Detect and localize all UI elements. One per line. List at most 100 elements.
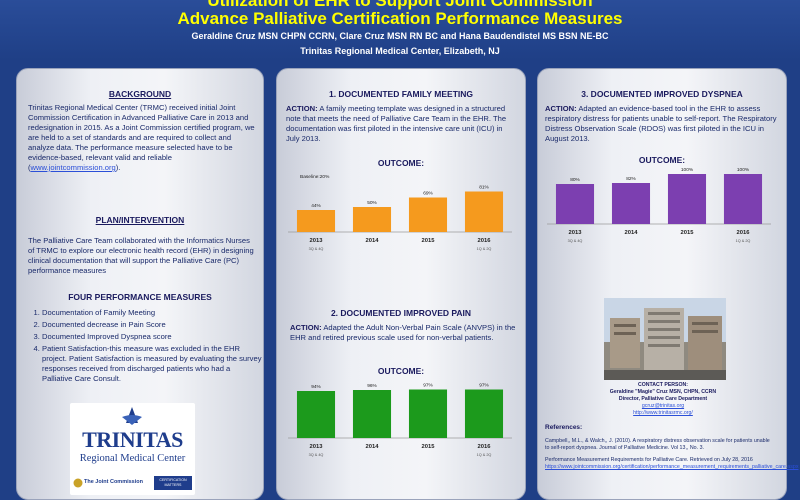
bar-data-label: 97% [479, 383, 489, 389]
measures-title: FOUR PERFORMANCE MEASURES [68, 292, 212, 302]
category-tick-label: 2013 [569, 230, 583, 236]
family-action-label: ACTION: [286, 104, 318, 113]
chart-bar [723, 174, 763, 224]
bar-data-label: 97% [423, 383, 433, 389]
bar-data-label: 82% [626, 176, 636, 182]
trinitas-logo: TRINITAS Regional Medical Center The Joi… [70, 403, 195, 495]
cert-line1: CERTIFICATION [159, 478, 187, 482]
bar-data-label: 100% [737, 167, 750, 173]
reference-1: Campbell,, M.L., & Walch,, J. (2010). A … [545, 438, 770, 451]
poster-title-line1: Utilization of EHR to Support Joint Comm… [207, 0, 593, 10]
category-tick-label: 2016 [478, 238, 492, 244]
dyspnea-title: 3. DOCUMENTED IMPROVED DYSPNEA [581, 89, 743, 99]
family-meeting-title: 1. DOCUMENTED FAMILY MEETING [328, 89, 474, 99]
poster-title-line2: Advance Palliative Certification Perform… [177, 9, 623, 28]
category-sublabel: 3Q & 4Q [568, 239, 583, 243]
pain-action-text: Adapted the Adult Non-Verbal Pain Scale … [290, 323, 516, 342]
joint-commission-icon [73, 478, 83, 488]
references-title: References: [545, 424, 583, 431]
category-tick-label: 2013 [310, 444, 324, 450]
background-text: Trinitas Regional Medical Center (TRMC) … [28, 103, 256, 173]
bar-data-label: 94% [311, 384, 321, 390]
dyspnea-action: ACTION: Adapted an evidence-based tool i… [545, 104, 779, 144]
contact-email-link[interactable]: gcruz@trinitas.org [641, 403, 685, 409]
reference-2-text: Performance Measurement Requirements for… [545, 457, 753, 463]
jointcommission-link[interactable]: www.jointcommission.org [30, 163, 116, 172]
bar-data-label: 69% [423, 191, 433, 197]
bar-data-label: 81% [479, 185, 489, 191]
contact-web-link[interactable]: http://www.trinitasrmc.org/ [633, 410, 693, 416]
category-sublabel: 3Q & 4Q [309, 247, 324, 251]
measures-list: Documentation of Family Meeting Documente… [28, 308, 262, 386]
measure-item: Patient Satisfaction-this measure was ex… [42, 344, 262, 384]
category-tick-label: 2015 [422, 238, 436, 244]
chart-bar [408, 389, 448, 438]
contact-name: Geraldine "Magie" Cruz MSN, CHPN, CCRN [609, 389, 717, 395]
references-list: Campbell,, M.L., & Walch,, J. (2010). A … [545, 438, 798, 476]
certification-badge: CERTIFICATION MATTERS [154, 476, 192, 490]
chart-bar [464, 389, 504, 438]
pain-action: ACTION: Adapted the Adult Non-Verbal Pai… [290, 323, 518, 343]
chart-bar [352, 390, 392, 438]
category-tick-label: 2016 [478, 444, 492, 450]
plan-text: The Palliative Care Team collaborated wi… [28, 236, 254, 275]
background-text-end: ). [115, 163, 121, 172]
category-sublabel: 1Q & 2Q [477, 453, 492, 457]
authors: Geraldine Cruz MSN CHPN CCRN, Clare Cruz… [191, 31, 609, 41]
poster-header: Utilization of EHR to Support Joint Comm… [0, 0, 800, 60]
family-outcome-label: OUTCOME: [377, 158, 425, 168]
family-action-text: A family meeting template was designed i… [286, 104, 507, 143]
category-sublabel: 1Q & 2Q [736, 239, 751, 243]
family-meeting-chart: 44% 2013 3Q & 4Q 50% 2014 69% 2015 81% 2016 1Q & … [280, 168, 520, 260]
trinitas-dove-icon [122, 407, 142, 425]
reference-2-link[interactable]: https://www.jointcommission.org/certific… [545, 464, 799, 470]
category-tick-label: 2016 [737, 230, 751, 236]
institution: Trinitas Regional Medical Center, Elizab… [300, 46, 500, 56]
bar-data-label: 96% [367, 383, 377, 389]
category-tick-label: 2013 [310, 238, 324, 244]
pain-title: 2. DOCUMENTED IMPROVED PAIN [330, 308, 472, 318]
hospital-building-photo [604, 298, 726, 380]
chart-bar [296, 391, 336, 438]
bar-data-label: 80% [570, 177, 580, 183]
joint-commission-text: The Joint Commission [84, 479, 143, 485]
chart-bar [296, 210, 336, 232]
contact-label: CONTACT PERSON: [637, 382, 689, 388]
bar-data-label: 100% [681, 167, 694, 173]
logo-name: TRINITAS [82, 427, 183, 452]
chart-bar [408, 197, 448, 232]
plan-title: PLAN/INTERVENTION [95, 215, 185, 225]
background-text-body: Trinitas Regional Medical Center (TRMC) … [28, 103, 255, 172]
logo-subtitle: Regional Medical Center [79, 453, 186, 464]
dyspnea-chart: 80% 2013 3Q & 4Q 82% 2014 100% 2015 100% 2016 1Q … [539, 160, 779, 252]
measure-item: Documentation of Family Meeting [42, 308, 262, 318]
category-tick-label: 2014 [366, 238, 380, 244]
dyspnea-outcome-label: OUTCOME: [638, 155, 686, 165]
contact-block: CONTACT PERSON: Geraldine "Magie" Cruz M… [558, 382, 768, 417]
pain-chart: 94% 2013 3Q & 4Q 96% 2014 97% 2015 97% 2016 1Q & … [280, 374, 520, 466]
pain-outcome-label: OUTCOME: [377, 366, 425, 376]
chart-bar [555, 184, 595, 224]
dyspnea-action-text: Adapted an evidence-based tool in the EH… [545, 104, 777, 143]
reference-2: Performance Measurement Requirements for… [545, 457, 798, 471]
pain-action-label: ACTION: [290, 323, 322, 332]
measure-item: Documented decrease in Pain Score [42, 320, 262, 330]
category-sublabel: 3Q & 4Q [309, 453, 324, 457]
chart-bar [611, 183, 651, 224]
chart-annotation: Baseline:20% [300, 174, 330, 180]
category-tick-label: 2014 [366, 444, 380, 450]
background-title: BACKGROUND [108, 89, 172, 99]
bar-data-label: 50% [367, 200, 377, 206]
category-tick-label: 2015 [681, 230, 695, 236]
category-sublabel: 1Q & 2Q [477, 247, 492, 251]
cert-line2: MATTERS [164, 483, 182, 487]
family-action: ACTION: A family meeting template was de… [286, 104, 518, 144]
right-panel [537, 68, 787, 500]
chart-bar [667, 174, 707, 224]
chart-bar [352, 207, 392, 232]
category-tick-label: 2015 [422, 444, 436, 450]
contact-role: Director, Palliative Care Department [618, 396, 708, 402]
dyspnea-action-label: ACTION: [545, 104, 577, 113]
measure-item: Documented Improved Dyspnea score [42, 332, 262, 342]
bar-data-label: 44% [311, 203, 321, 209]
